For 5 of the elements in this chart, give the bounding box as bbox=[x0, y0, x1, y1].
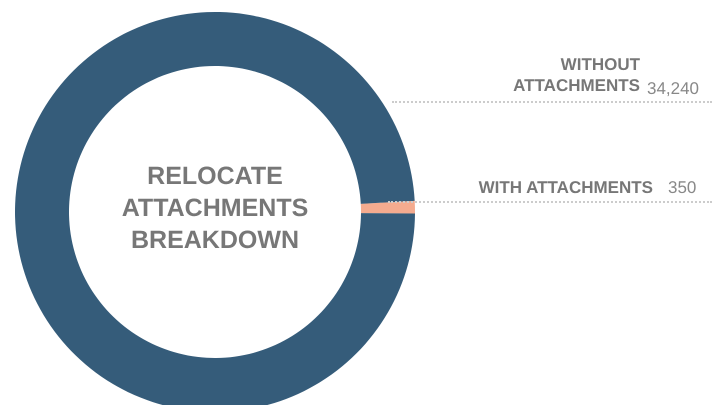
slice-label: WITHOUT ATTACHMENTS bbox=[512, 54, 640, 96]
slice-label: WITH ATTACHMENTS bbox=[478, 177, 653, 198]
data-label: 34,240 bbox=[647, 78, 699, 99]
data-label: 350 bbox=[668, 177, 696, 198]
text: RELOCATE ATTACHMENTS BREAKDOWN bbox=[120, 161, 310, 256]
